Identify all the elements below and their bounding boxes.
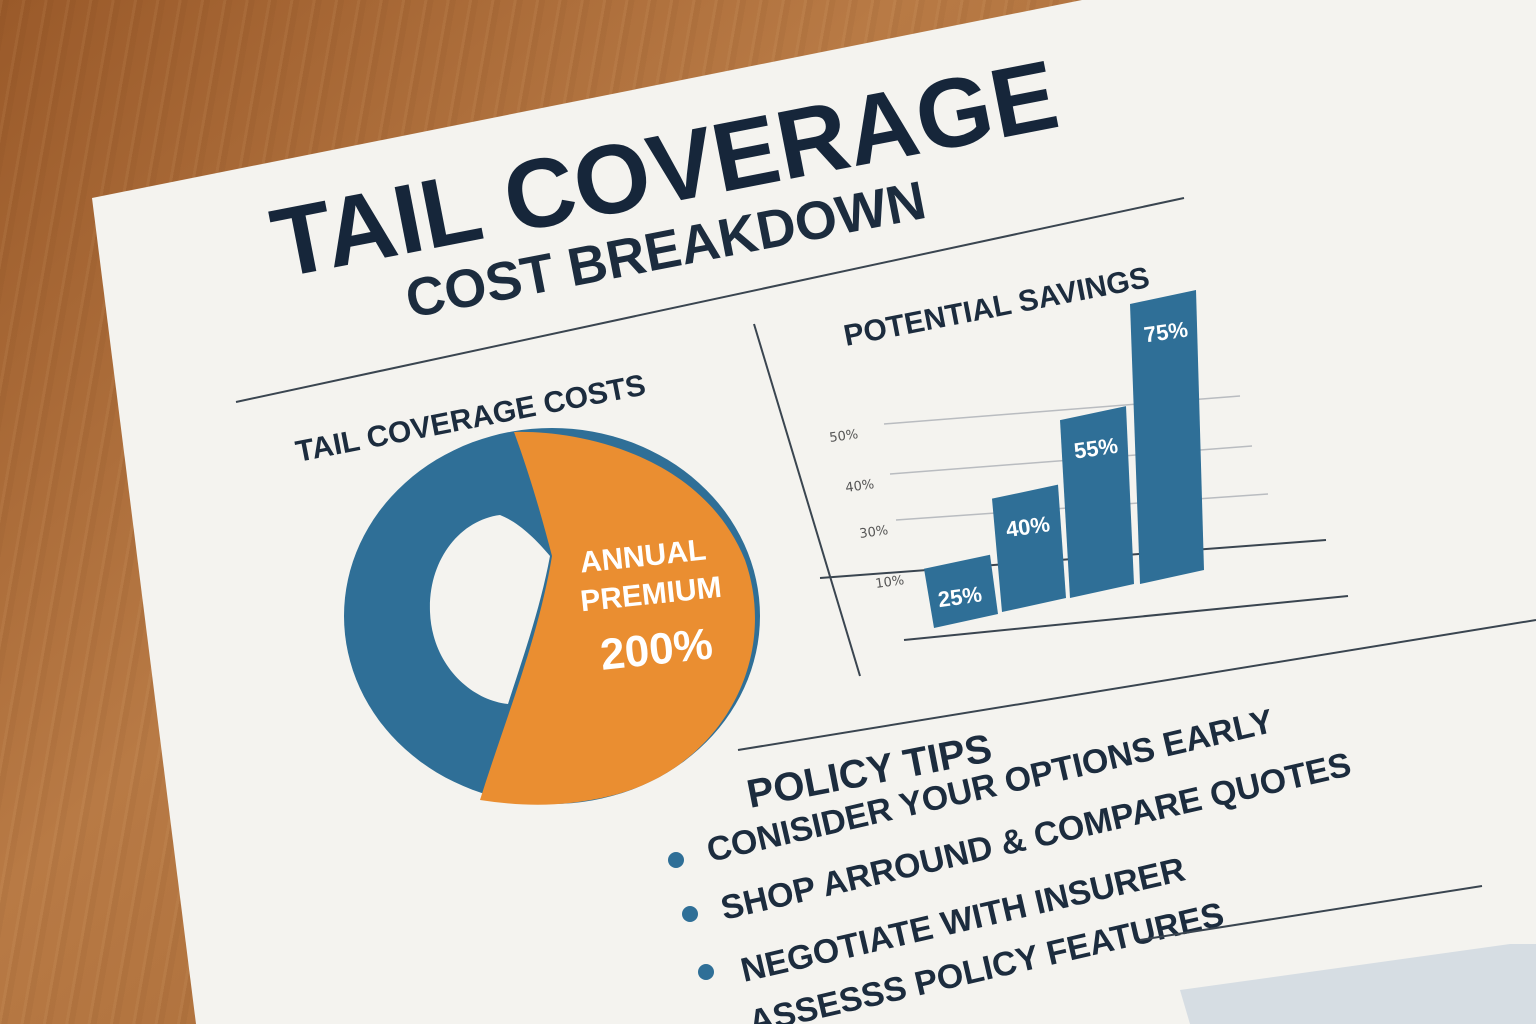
column-divider — [753, 323, 861, 677]
title-divider — [235, 197, 1185, 403]
savings-bar-chart: 50% 40% 30% 10% 25% 40% 55% 75% — [819, 290, 1349, 641]
bar-3 — [1060, 406, 1134, 598]
cost-donut-chart: ANNUAL PREMIUM 200% — [344, 428, 760, 805]
y-tick-label: 50% — [828, 427, 859, 446]
bullet-icon — [668, 852, 684, 868]
pie-value-label: 200% — [598, 619, 715, 679]
donut-slice-annual-premium — [480, 431, 755, 805]
footer-panel — [1180, 944, 1536, 1024]
y-tick-label: 40% — [844, 477, 875, 496]
bar-4 — [1130, 290, 1204, 584]
bar-value-label: 40% — [1004, 511, 1051, 542]
bullet-icon — [682, 906, 698, 922]
bar-value-label: 75% — [1142, 317, 1189, 348]
y-tick-label: 30% — [858, 523, 889, 542]
x-axis — [903, 595, 1349, 641]
y-tick-label: 10% — [874, 573, 905, 592]
bar-value-label: 25% — [936, 581, 983, 612]
bar-1 — [924, 554, 998, 628]
bar-2 — [992, 484, 1066, 612]
donut-hole — [429, 515, 550, 704]
tips-divider — [737, 619, 1536, 751]
bullet-icon — [698, 964, 714, 980]
footer-divider — [1139, 885, 1483, 941]
bar-value-label: 55% — [1072, 433, 1119, 464]
